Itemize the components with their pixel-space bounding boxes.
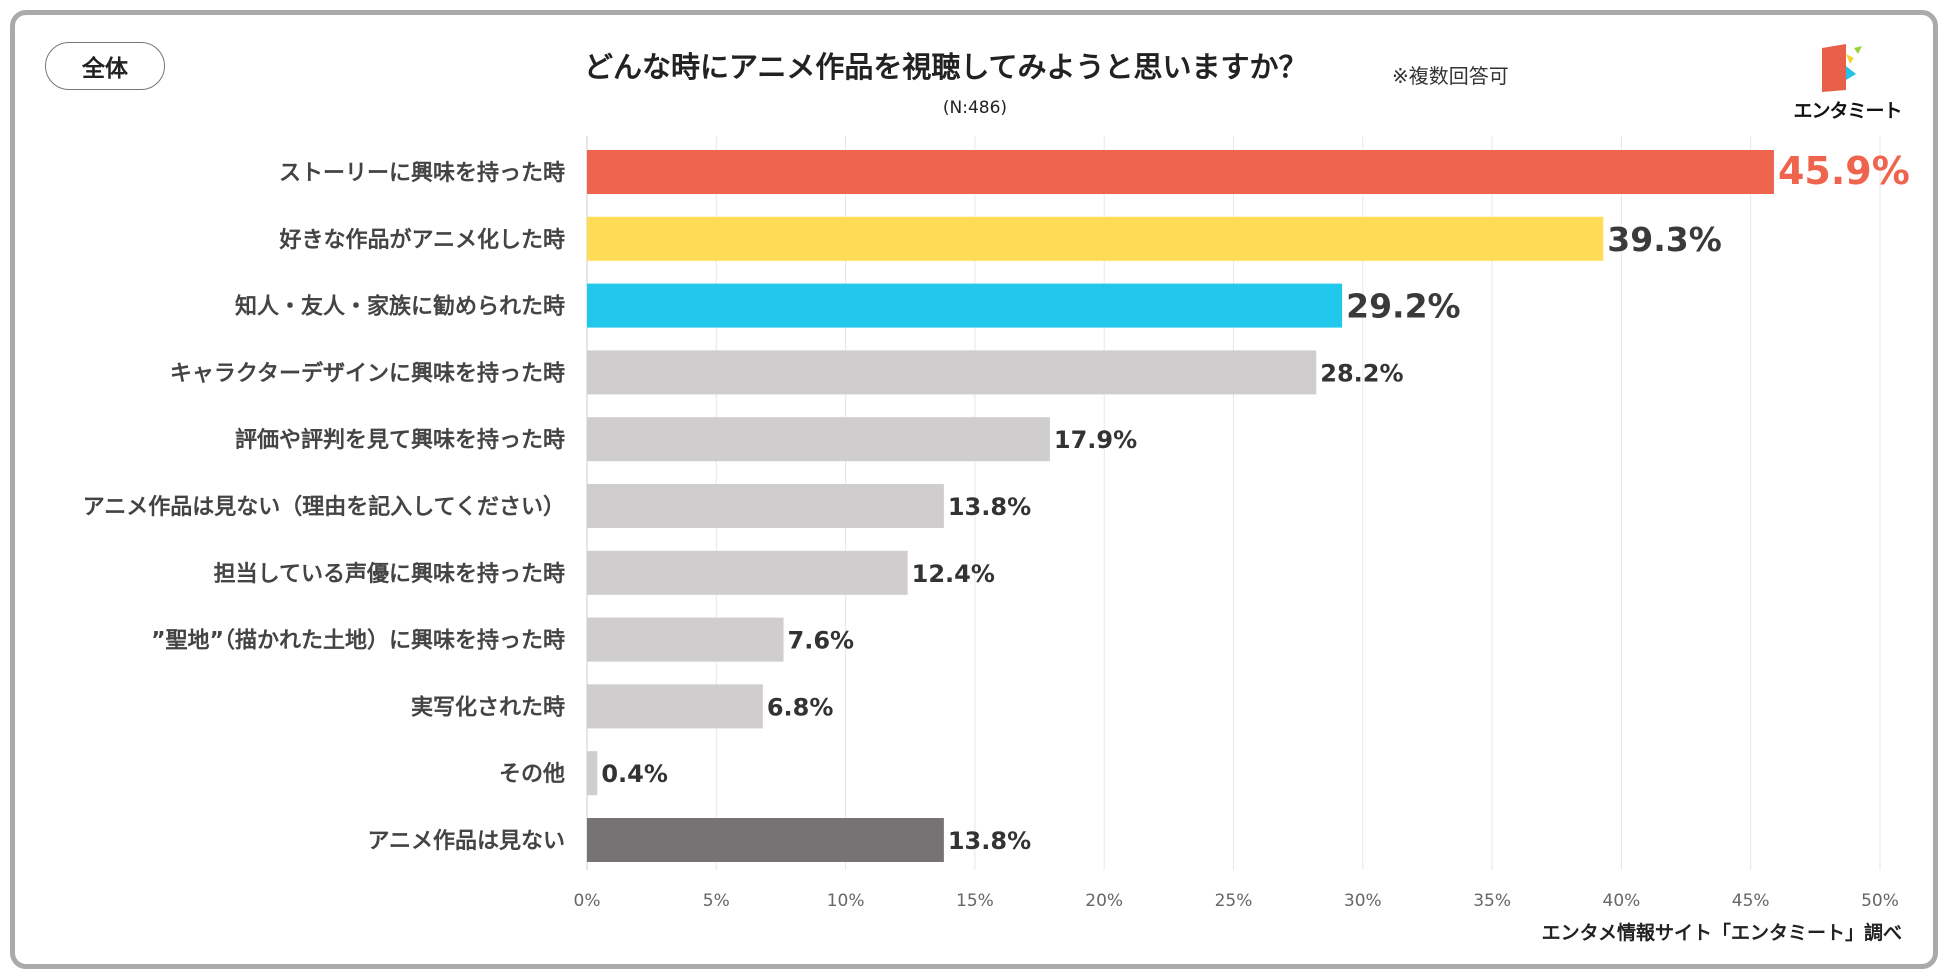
- category-label: 評価や評判を見て興味を持った時: [235, 427, 565, 453]
- x-tick-label: 15%: [956, 891, 994, 911]
- bar: [587, 550, 908, 595]
- bar: [587, 150, 1774, 194]
- category-label: ストーリーに興味を持った時: [279, 161, 565, 186]
- segment-tag: 全体: [45, 42, 165, 90]
- source-credit: エンタメ情報サイト「エンタミート」調べ: [1541, 922, 1902, 944]
- category-label: 好きな作品がアニメ化した時: [278, 227, 565, 253]
- multiple-answer-note: ※複数回答可: [1392, 64, 1509, 88]
- value-label: 28.2%: [1320, 359, 1403, 387]
- value-label: 6.8%: [767, 693, 834, 721]
- value-label: 17.9%: [1054, 426, 1137, 454]
- bar: [587, 216, 1604, 261]
- category-label: アニメ作品は見ない: [367, 829, 565, 854]
- x-tick-label: 30%: [1344, 891, 1382, 911]
- x-tick-label: 10%: [827, 891, 865, 911]
- x-tick-label: 0%: [574, 891, 601, 911]
- logo-text: エンタミート: [1793, 100, 1902, 122]
- bar: [587, 350, 1317, 395]
- bar: [587, 283, 1343, 328]
- x-tick-label: 5%: [703, 891, 730, 911]
- value-label: 45.9%: [1778, 149, 1910, 193]
- x-tick-label: 20%: [1085, 891, 1123, 911]
- value-label: 0.4%: [601, 760, 668, 788]
- bar: [587, 751, 598, 796]
- x-tick-label: 50%: [1861, 891, 1899, 911]
- x-tick-label: 40%: [1603, 891, 1641, 911]
- value-label: 13.8%: [948, 493, 1031, 521]
- category-label: 実写化された時: [411, 694, 565, 720]
- x-tick-label: 25%: [1215, 891, 1253, 911]
- value-label: 39.3%: [1607, 220, 1722, 259]
- category-label: キャラクターデザインに興味を持った時: [170, 360, 565, 386]
- bar: [587, 818, 944, 862]
- category-label: 知人・友人・家族に勧められた時: [235, 294, 565, 320]
- bar: [587, 617, 784, 662]
- value-label: 12.4%: [912, 560, 995, 588]
- bar: [587, 484, 944, 528]
- chart-title: どんな時にアニメ作品を視聴してみようと思いますか？: [584, 50, 1308, 84]
- sample-size: (N:486): [942, 98, 1008, 118]
- category-label: ”聖地”（描かれた土地）に興味を持った時: [151, 629, 565, 654]
- x-tick-label: 45%: [1732, 891, 1770, 911]
- labels-layer: 0% 5% 10% 15% 20% 25% 30% 35% 40% 45% 50% ストーリーに興味を…: [83, 149, 1910, 911]
- brand-logo: エンタミート: [1790, 40, 1905, 125]
- x-tick-label: 35%: [1473, 891, 1511, 911]
- category-label: アニメ作品は見ない（理由を記入してください）: [83, 494, 565, 520]
- bar: [587, 417, 1050, 462]
- bar: [587, 684, 763, 729]
- category-label: 担当している声優に興味を持った時: [214, 562, 565, 587]
- value-label: 13.8%: [948, 827, 1031, 855]
- category-label: その他: [499, 762, 565, 787]
- entameet-logo-icon: [1822, 44, 1862, 92]
- value-label: 29.2%: [1346, 287, 1461, 326]
- bars-layer: [587, 150, 1774, 862]
- value-label: 7.6%: [788, 627, 855, 655]
